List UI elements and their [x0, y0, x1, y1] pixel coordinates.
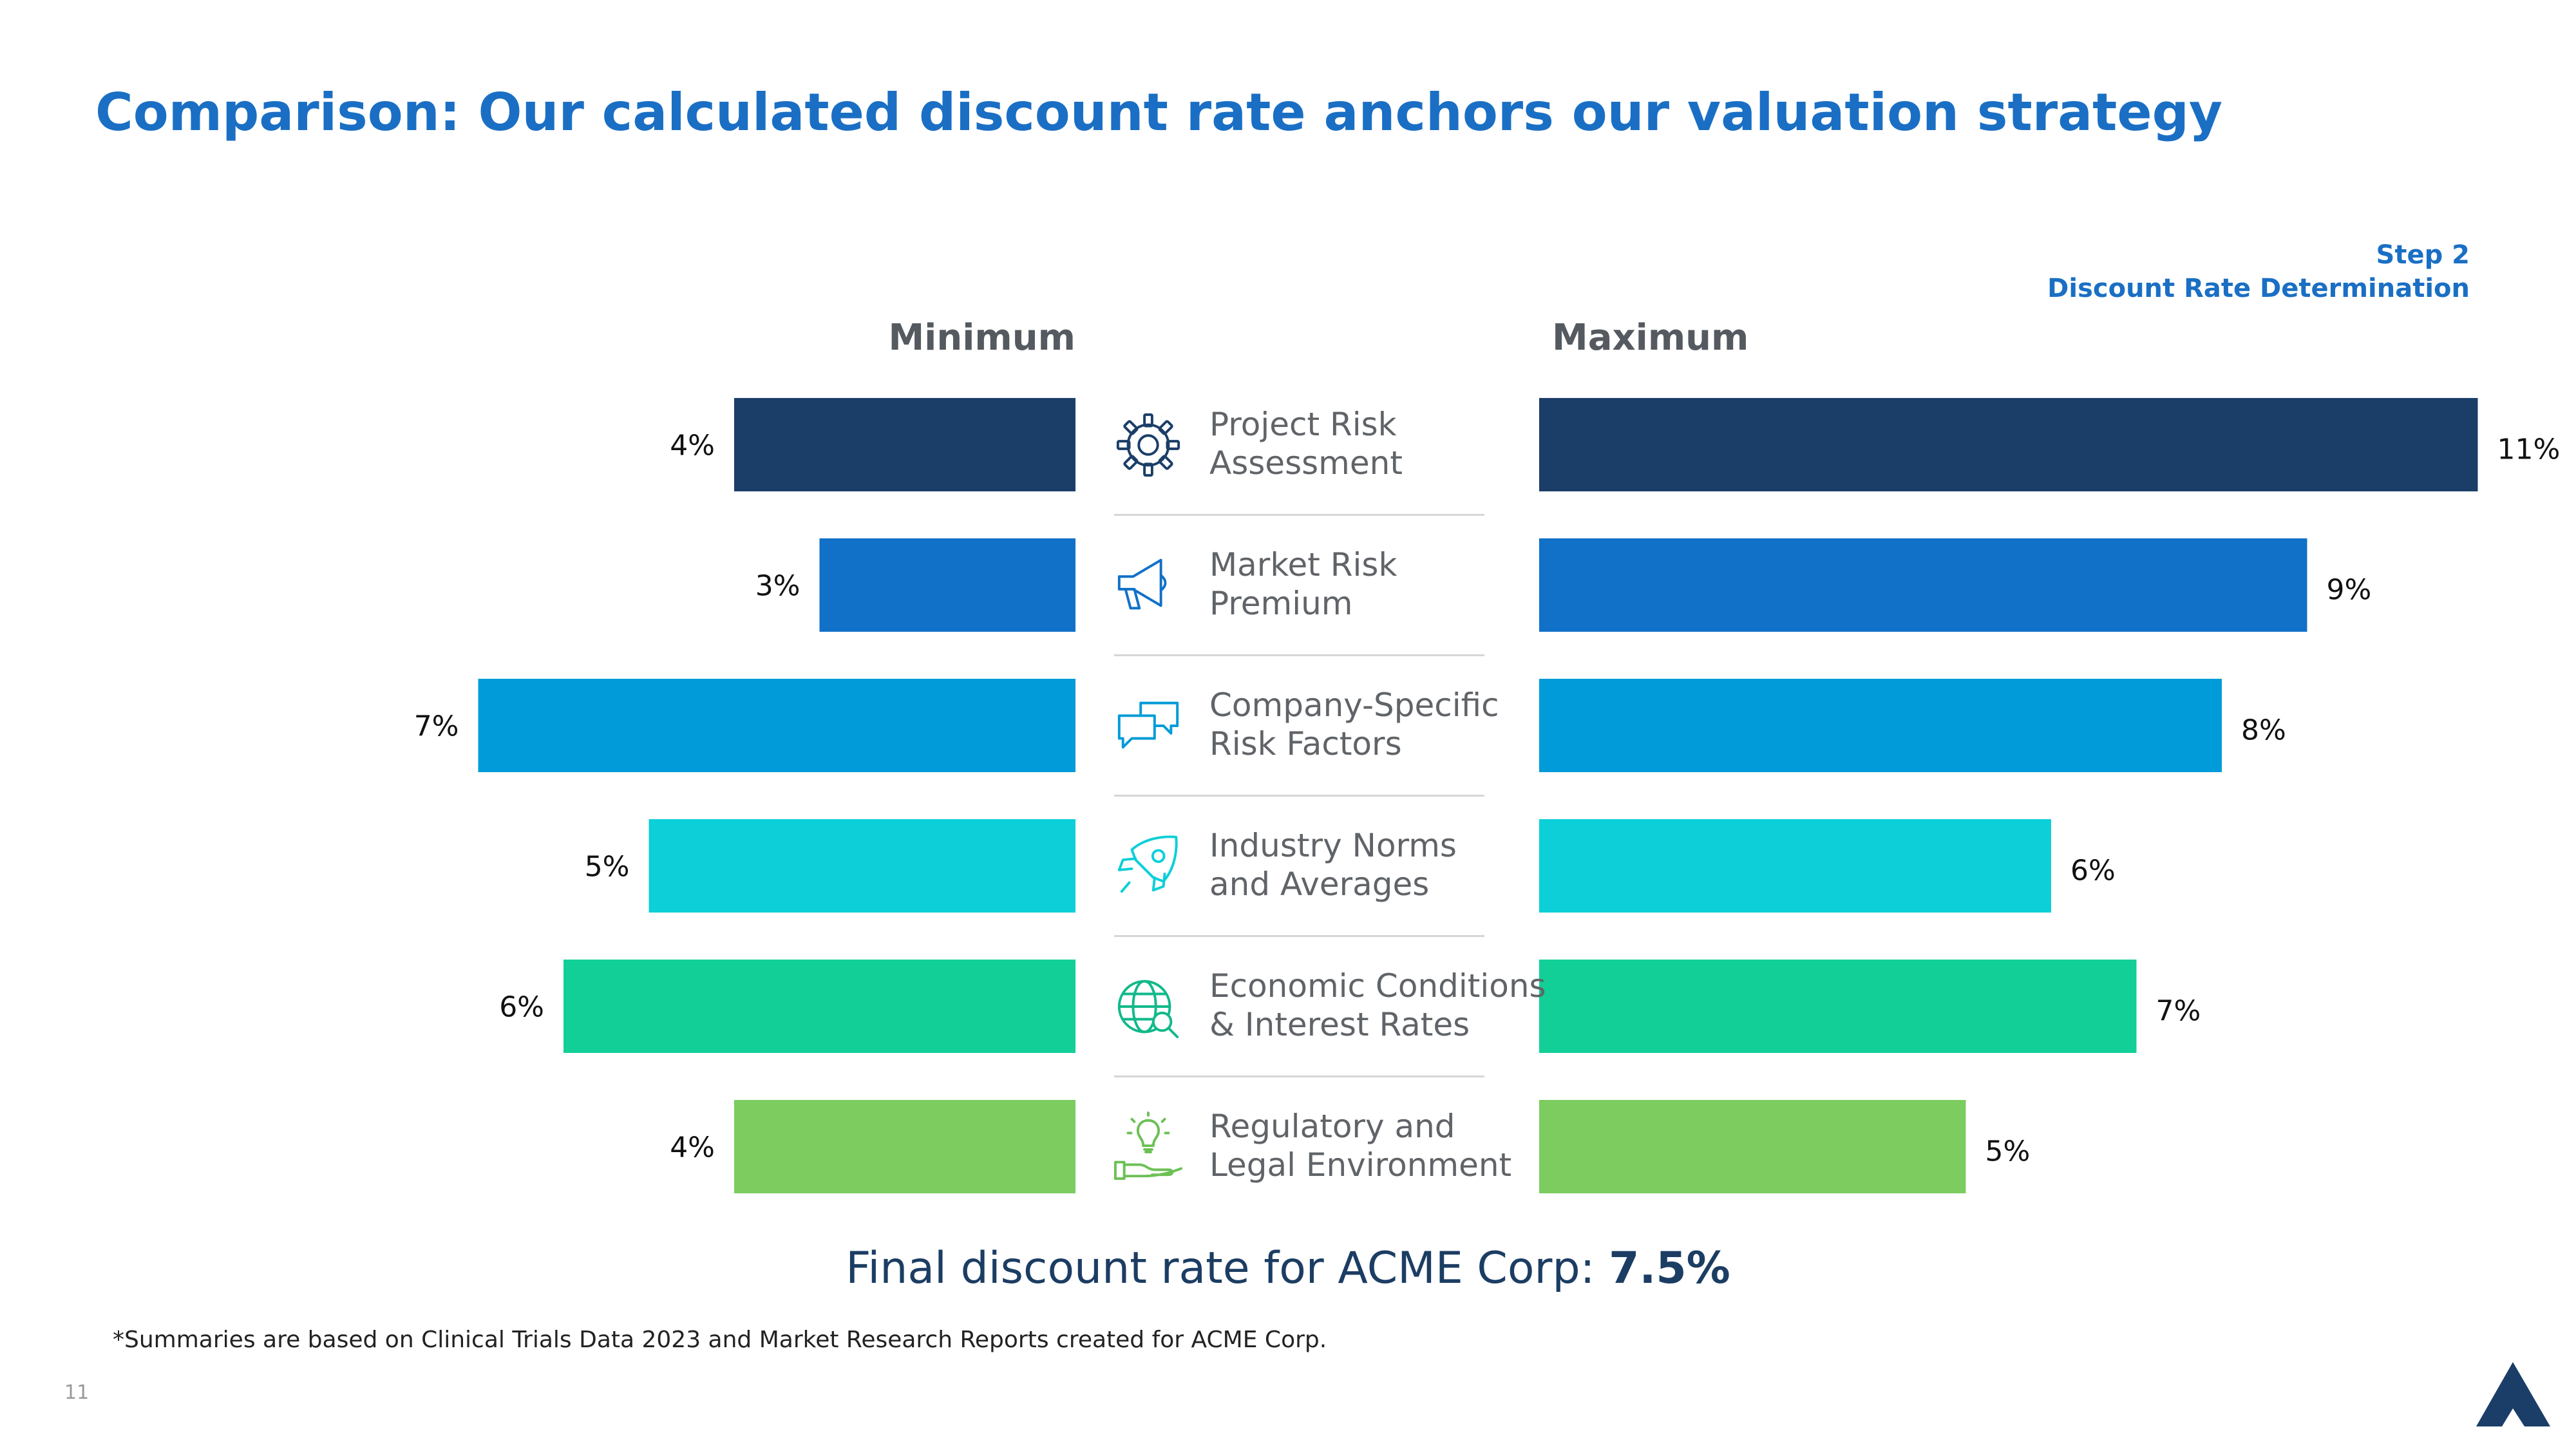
category-label-line2: Assessment: [1209, 444, 1403, 482]
step-name: Discount Rate Determination: [2047, 274, 2470, 303]
maximum-header: Maximum: [1552, 317, 1749, 359]
max-bar-1: [1539, 398, 2478, 491]
max-value-label-5: 7%: [2156, 995, 2201, 1028]
step-label: Step 2 Discount Rate Determination: [2047, 238, 2470, 305]
max-bar-6: [1539, 1100, 1966, 1193]
page-title: Comparison: Our calculated discount rate…: [95, 82, 2223, 142]
category-label-line2: Legal Environment: [1209, 1146, 1512, 1184]
category-label-2: Market Risk Premium: [1209, 545, 1397, 623]
max-value-label-2: 9%: [2327, 574, 2372, 607]
category-label-5: Economic Conditions & Interest Rates: [1209, 967, 1546, 1044]
category-label-line1: Market Risk: [1209, 545, 1397, 583]
max-bar-4: [1539, 819, 2051, 913]
category-label-line2: Premium: [1209, 584, 1353, 622]
category-divider: [1114, 795, 1484, 797]
category-label-line1: Regulatory and: [1209, 1107, 1455, 1145]
max-bar-3: [1539, 679, 2222, 772]
min-bar-1: [734, 398, 1075, 491]
category-label-line1: Industry Norms: [1209, 826, 1457, 864]
category-label-3: Company-Specific Risk Factors: [1209, 686, 1499, 763]
megaphone-icon: [1113, 550, 1184, 623]
category-label-line1: Project Risk: [1209, 405, 1397, 443]
category-divider: [1114, 514, 1484, 516]
page-number: 11: [64, 1381, 90, 1404]
min-bar-4: [649, 819, 1075, 913]
gear-icon: [1113, 410, 1184, 483]
category-label-line2: Risk Factors: [1209, 724, 1402, 762]
category-label-6: Regulatory and Legal Environment: [1209, 1107, 1511, 1184]
chat-bubbles-icon: [1113, 690, 1184, 764]
category-label-4: Industry Norms and Averages: [1209, 826, 1457, 904]
max-bar-5: [1539, 960, 2137, 1053]
acme-logo-icon: [2476, 1362, 2550, 1426]
category-divider: [1114, 935, 1484, 937]
final-discount-rate: Final discount rate for ACME Corp: 7.5%: [0, 1243, 2576, 1294]
hand-lightbulb-icon: [1113, 1111, 1184, 1185]
category-label-line2: & Interest Rates: [1209, 1005, 1470, 1043]
category-label-line1: Company-Specific: [1209, 686, 1499, 724]
rocket-icon: [1113, 831, 1184, 904]
min-value-label-2: 3%: [755, 570, 800, 603]
max-value-label-6: 5%: [1985, 1135, 2031, 1168]
category-divider: [1114, 1075, 1484, 1077]
max-bar-2: [1539, 538, 2307, 632]
min-value-label-5: 6%: [499, 991, 544, 1024]
max-value-label-1: 11%: [2497, 433, 2561, 466]
min-bar-5: [564, 960, 1075, 1053]
footnote: *Summaries are based on Clinical Trials …: [113, 1327, 1327, 1353]
step-number: Step 2: [2376, 240, 2470, 270]
min-value-label-1: 4%: [670, 430, 715, 462]
min-bar-2: [819, 538, 1075, 632]
max-value-label-3: 8%: [2241, 714, 2286, 747]
min-bar-6: [734, 1100, 1075, 1193]
min-bar-3: [478, 679, 1075, 772]
min-value-label-3: 7%: [414, 710, 459, 743]
category-label-line2: and Averages: [1209, 865, 1430, 903]
category-label-1: Project Risk Assessment: [1209, 405, 1403, 482]
category-label-line1: Economic Conditions: [1209, 967, 1546, 1005]
minimum-header: Minimum: [888, 317, 1075, 359]
final-rate-prefix: Final discount rate for ACME Corp:: [846, 1243, 1595, 1294]
final-rate-value: 7.5%: [1609, 1243, 1730, 1294]
min-value-label-6: 4%: [670, 1132, 715, 1164]
min-value-label-4: 5%: [585, 851, 630, 884]
category-divider: [1114, 654, 1484, 656]
max-value-label-4: 6%: [2070, 855, 2116, 887]
globe-search-icon: [1113, 971, 1184, 1045]
